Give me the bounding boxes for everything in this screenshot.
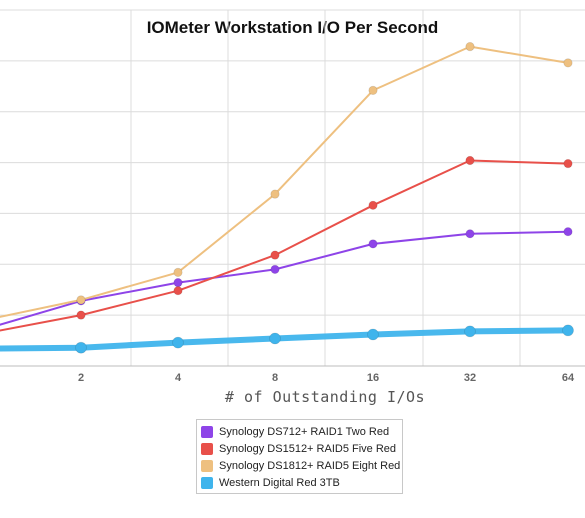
legend-item[interactable]: Synology DS1512+ RAID5 Five Red	[201, 440, 398, 457]
x-tick-label: 2	[78, 372, 84, 384]
x-tick-label: 64	[562, 372, 575, 384]
data-point	[270, 189, 280, 199]
data-point	[562, 324, 574, 337]
data-point	[76, 310, 86, 320]
series-lines	[0, 45, 571, 352]
x-axis-title: # of Outstanding I/Os	[224, 388, 426, 406]
data-point	[76, 295, 86, 305]
legend-swatch	[201, 442, 213, 455]
legend-label: Synology DS1812+ RAID5 Eight Red	[219, 459, 401, 472]
data-point	[368, 239, 378, 249]
data-point	[172, 336, 184, 349]
series-line	[0, 159, 569, 332]
data-point	[173, 286, 183, 296]
data-point	[270, 264, 280, 274]
legend-item[interactable]: Western Digital Red 3TB	[201, 474, 398, 491]
data-point	[465, 229, 475, 239]
x-tick-label: 4	[175, 372, 182, 384]
legend-label: Synology DS712+ RAID1 Two Red	[219, 425, 390, 438]
data-point	[173, 277, 183, 288]
data-point	[173, 267, 183, 277]
series-line	[0, 45, 569, 318]
data-point	[563, 227, 573, 237]
legend-label: Synology DS1512+ RAID5 Five Red	[219, 442, 397, 455]
data-point	[465, 41, 475, 52]
data-point	[367, 328, 379, 341]
x-tick-labels: 2 4 8 16 32 64	[78, 372, 575, 384]
gridlines	[0, 9, 585, 367]
legend: Synology DS712+ RAID1 Two Red Synology DS…	[196, 419, 403, 494]
data-point	[270, 250, 280, 260]
legend-item[interactable]: Synology DS712+ RAID1 Two Red	[201, 423, 398, 440]
data-point	[75, 341, 87, 354]
x-tick-label: 32	[464, 372, 476, 384]
legend-item[interactable]: Synology DS1812+ RAID5 Eight Red	[201, 457, 401, 474]
data-point	[563, 58, 573, 68]
x-tick-label: 16	[367, 372, 379, 384]
legend-label: Western Digital Red 3TB	[219, 476, 340, 489]
x-tick-label: 8	[272, 372, 278, 384]
series-points	[75, 41, 574, 354]
legend-swatch	[201, 459, 213, 472]
legend-swatch	[201, 476, 213, 489]
data-point	[269, 332, 281, 345]
data-point	[464, 325, 476, 338]
data-point	[465, 155, 475, 166]
legend-swatch	[201, 425, 213, 438]
data-point	[368, 85, 378, 96]
data-point	[563, 159, 573, 169]
data-point	[368, 200, 378, 210]
chart-title: IOMeter Workstation I/O Per Second	[146, 18, 439, 37]
